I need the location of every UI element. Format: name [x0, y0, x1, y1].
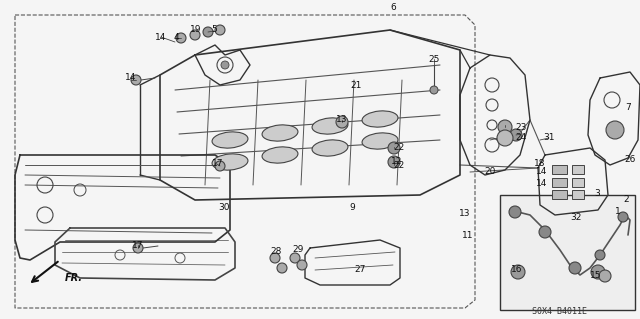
Text: 12: 12	[391, 157, 403, 166]
Bar	[572, 178, 584, 187]
Text: 32: 32	[570, 213, 582, 222]
Circle shape	[215, 161, 225, 171]
Ellipse shape	[262, 125, 298, 141]
Text: 25: 25	[428, 55, 440, 63]
Circle shape	[510, 129, 522, 141]
Circle shape	[277, 263, 287, 273]
Ellipse shape	[362, 133, 398, 149]
Circle shape	[595, 250, 605, 260]
Circle shape	[498, 120, 512, 134]
Circle shape	[511, 265, 525, 279]
Circle shape	[599, 270, 611, 282]
Ellipse shape	[312, 118, 348, 134]
Text: 5: 5	[211, 26, 217, 34]
Circle shape	[569, 262, 581, 274]
Bar	[500, 195, 635, 310]
Bar	[552, 165, 567, 174]
Circle shape	[606, 121, 624, 139]
Text: 14: 14	[536, 179, 548, 188]
Text: 15: 15	[590, 271, 602, 279]
Text: 30: 30	[218, 203, 230, 211]
Circle shape	[591, 265, 605, 279]
Circle shape	[133, 243, 143, 253]
Text: 31: 31	[543, 133, 555, 143]
Ellipse shape	[212, 154, 248, 170]
Text: 4: 4	[173, 33, 179, 42]
Circle shape	[388, 156, 400, 168]
Circle shape	[297, 260, 307, 270]
Text: 29: 29	[292, 246, 304, 255]
Circle shape	[509, 206, 521, 218]
Text: 28: 28	[270, 248, 282, 256]
Bar	[552, 190, 567, 199]
Circle shape	[215, 25, 225, 35]
Text: 7: 7	[625, 102, 631, 112]
Circle shape	[176, 33, 186, 43]
Text: 16: 16	[511, 265, 523, 275]
Text: 17: 17	[212, 159, 224, 167]
Ellipse shape	[362, 111, 398, 127]
Text: 21: 21	[350, 81, 362, 91]
Text: 14: 14	[125, 73, 137, 83]
Circle shape	[430, 86, 438, 94]
Text: 6: 6	[390, 4, 396, 12]
Text: 20: 20	[484, 167, 496, 176]
Bar	[572, 190, 584, 199]
Circle shape	[290, 253, 300, 263]
Text: 17: 17	[132, 241, 144, 249]
Text: 14: 14	[536, 167, 548, 175]
Text: 13: 13	[460, 209, 471, 218]
Text: 26: 26	[624, 155, 636, 165]
Text: 19: 19	[190, 26, 202, 34]
Text: 2: 2	[623, 196, 629, 204]
Circle shape	[539, 226, 551, 238]
Circle shape	[497, 130, 513, 146]
Text: FR.: FR.	[65, 273, 83, 283]
Text: 11: 11	[462, 231, 474, 240]
Text: 23: 23	[515, 122, 527, 131]
Circle shape	[203, 27, 213, 37]
Text: 22: 22	[394, 160, 404, 169]
Circle shape	[388, 142, 400, 154]
Bar	[552, 178, 567, 187]
Text: 24: 24	[515, 133, 527, 143]
Circle shape	[190, 30, 200, 40]
Text: 13: 13	[336, 115, 348, 124]
Ellipse shape	[212, 132, 248, 148]
Text: 27: 27	[355, 265, 365, 275]
Text: 18: 18	[534, 159, 546, 167]
Text: 3: 3	[594, 189, 600, 197]
Circle shape	[336, 116, 348, 128]
Bar	[572, 165, 584, 174]
Text: 9: 9	[349, 203, 355, 211]
Text: 1: 1	[615, 207, 621, 217]
Ellipse shape	[262, 147, 298, 163]
Circle shape	[270, 253, 280, 263]
Circle shape	[131, 75, 141, 85]
Text: 14: 14	[156, 33, 166, 41]
Text: 22: 22	[394, 143, 404, 152]
Text: S0X4 B4011E: S0X4 B4011E	[532, 308, 588, 316]
Ellipse shape	[312, 140, 348, 156]
Circle shape	[221, 61, 229, 69]
Circle shape	[618, 212, 628, 222]
